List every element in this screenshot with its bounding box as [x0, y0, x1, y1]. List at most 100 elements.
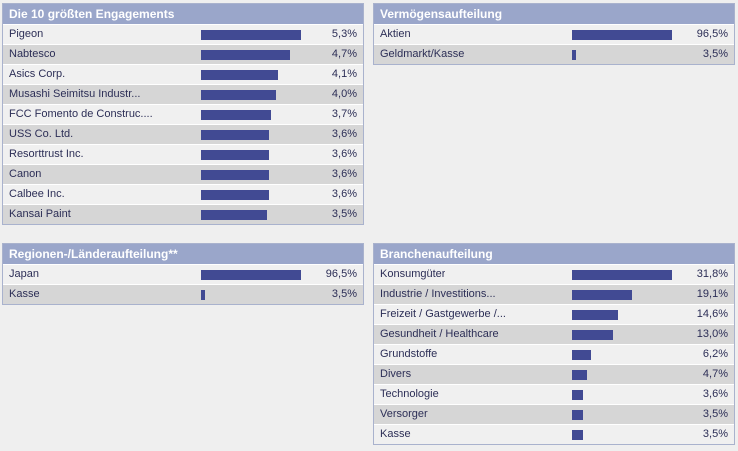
row-value: 3,5% — [331, 208, 357, 220]
chart-row: Konsumgüter 31,8% — [374, 264, 734, 284]
bar — [201, 210, 267, 220]
row-value: 31,8% — [696, 268, 728, 280]
chart-row: Aktien 96,5% — [374, 24, 734, 44]
panel-title: Vermögensaufteilung — [374, 4, 734, 24]
chart-row: FCC Fomento de Construc.... 3,7% — [3, 104, 363, 124]
row-label: Kansai Paint — [9, 208, 71, 220]
row-label: Divers — [380, 368, 412, 380]
row-label: Canon — [9, 168, 42, 180]
row-value: 6,2% — [702, 348, 728, 360]
chart-row: Resorttrust Inc. 3,6% — [3, 144, 363, 164]
row-value: 3,7% — [331, 108, 357, 120]
chart-row: Kansai Paint 3,5% — [3, 204, 363, 224]
bar — [201, 290, 205, 300]
bar — [201, 170, 269, 180]
bar — [201, 70, 278, 80]
row-label: Geldmarkt/Kasse — [380, 48, 465, 60]
row-label: Pigeon — [9, 28, 44, 40]
row-value: 4,1% — [331, 68, 357, 80]
bar — [201, 190, 269, 200]
row-value: 96,5% — [325, 268, 357, 280]
row-value: 3,6% — [331, 148, 357, 160]
bar — [201, 270, 301, 280]
bar — [572, 390, 583, 400]
bar — [572, 30, 672, 40]
row-value: 96,5% — [696, 28, 728, 40]
chart-row: Canon 3,6% — [3, 164, 363, 184]
chart-row: Calbee Inc. 3,6% — [3, 184, 363, 204]
chart-row: Industrie / Investitions... 19,1% — [374, 284, 734, 304]
row-label: FCC Fomento de Construc.... — [9, 108, 153, 120]
row-value: 4,7% — [702, 368, 728, 380]
panel-title: Regionen-/Länderaufteilung** — [3, 244, 363, 264]
row-value: 3,6% — [331, 168, 357, 180]
chart-row: Grundstoffe 6,2% — [374, 344, 734, 364]
bar — [572, 370, 587, 380]
panel-sector-allocation: Branchenaufteilung Konsumgüter 31,8% Indus… — [373, 243, 735, 445]
chart-row: USS Co. Ltd. 3,6% — [3, 124, 363, 144]
row-value: 4,0% — [331, 88, 357, 100]
bar — [572, 270, 672, 280]
row-label: Technologie — [380, 388, 439, 400]
chart-row: Nabtesco 4,7% — [3, 44, 363, 64]
bar — [572, 410, 583, 420]
bar — [572, 430, 583, 440]
bar — [201, 150, 269, 160]
bar — [572, 290, 632, 300]
bar-chart-rows: Aktien 96,5% Geldmarkt/Kasse 3,5% — [374, 24, 734, 64]
bar — [201, 130, 269, 140]
chart-row: Kasse 3,5% — [374, 424, 734, 444]
panel-region-allocation: Regionen-/Länderaufteilung** Japan 96,5% K… — [2, 243, 364, 305]
chart-row: Divers 4,7% — [374, 364, 734, 384]
row-label: Konsumgüter — [380, 268, 446, 280]
row-value: 19,1% — [696, 288, 728, 300]
row-label: Freizeit / Gastgewerbe /... — [380, 308, 506, 320]
row-label: Kasse — [9, 288, 40, 300]
bar — [572, 310, 618, 320]
row-value: 3,6% — [331, 188, 357, 200]
row-label: Aktien — [380, 28, 411, 40]
row-label: Versorger — [380, 408, 428, 420]
row-value: 14,6% — [696, 308, 728, 320]
row-label: Resorttrust Inc. — [9, 148, 84, 160]
row-label: Musashi Seimitsu Industr... — [9, 88, 141, 100]
panel-top-holdings: Die 10 größten Engagements Pigeon 5,3% Nab… — [2, 3, 364, 225]
bar — [201, 110, 271, 120]
chart-row: Pigeon 5,3% — [3, 24, 363, 44]
bar — [572, 50, 576, 60]
row-value: 5,3% — [331, 28, 357, 40]
chart-row: Freizeit / Gastgewerbe /... 14,6% — [374, 304, 734, 324]
row-label: Kasse — [380, 428, 411, 440]
bar-chart-rows: Konsumgüter 31,8% Industrie / Investitions… — [374, 264, 734, 444]
panel-title: Die 10 größten Engagements — [3, 4, 363, 24]
row-value: 3,6% — [331, 128, 357, 140]
row-label: Grundstoffe — [380, 348, 438, 360]
row-value: 3,5% — [702, 408, 728, 420]
row-value: 13,0% — [696, 328, 728, 340]
bar-chart-rows: Pigeon 5,3% Nabtesco 4,7% Asics Corp. 4,1% Mus… — [3, 24, 363, 224]
row-label: Nabtesco — [9, 48, 56, 60]
row-value: 4,7% — [331, 48, 357, 60]
chart-row: Gesundheit / Healthcare 13,0% — [374, 324, 734, 344]
bar — [572, 330, 613, 340]
chart-row: Kasse 3,5% — [3, 284, 363, 304]
row-value: 3,5% — [331, 288, 357, 300]
bar — [572, 350, 591, 360]
bar — [201, 90, 276, 100]
panel-asset-allocation: Vermögensaufteilung Aktien 96,5% Geldmarkt… — [373, 3, 735, 65]
row-label: Calbee Inc. — [9, 188, 65, 200]
chart-row: Asics Corp. 4,1% — [3, 64, 363, 84]
row-label: Gesundheit / Healthcare — [380, 328, 499, 340]
chart-row: Japan 96,5% — [3, 264, 363, 284]
bar — [201, 50, 290, 60]
chart-row: Versorger 3,5% — [374, 404, 734, 424]
chart-row: Technologie 3,6% — [374, 384, 734, 404]
bar-chart-rows: Japan 96,5% Kasse 3,5% — [3, 264, 363, 304]
row-value: 3,6% — [702, 388, 728, 400]
chart-row: Musashi Seimitsu Industr... 4,0% — [3, 84, 363, 104]
chart-row: Geldmarkt/Kasse 3,5% — [374, 44, 734, 64]
bar — [201, 30, 301, 40]
row-label: Industrie / Investitions... — [380, 288, 496, 300]
row-value: 3,5% — [702, 428, 728, 440]
